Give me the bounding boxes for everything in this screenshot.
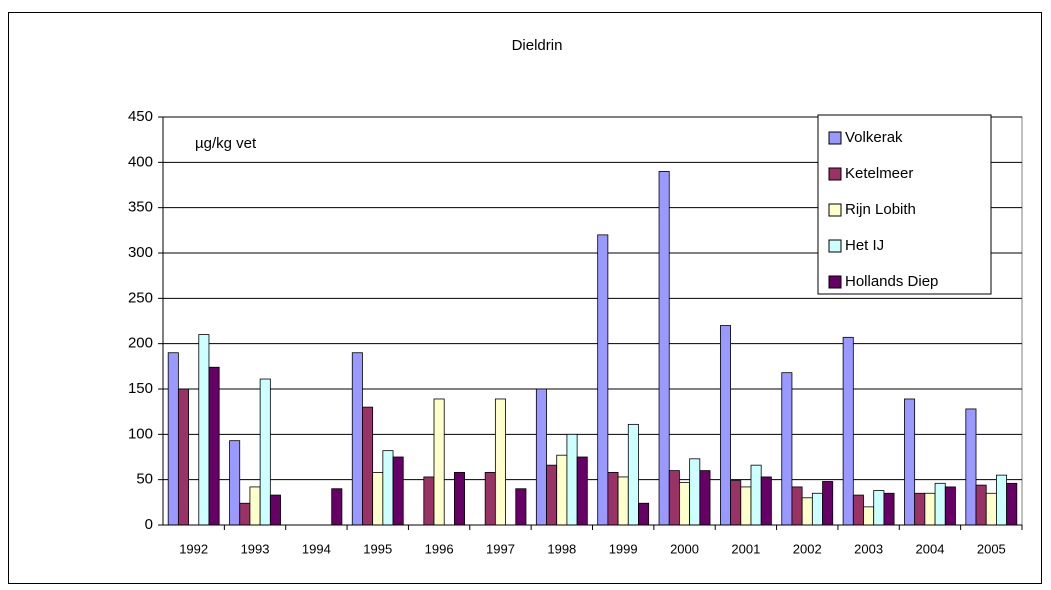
x-tick-label: 1998 <box>547 541 576 556</box>
x-tick-label: 2001 <box>731 541 760 556</box>
y-tick-label: 200 <box>128 335 153 352</box>
bar <box>423 476 435 526</box>
legend-label: Ketelmeer <box>845 165 913 182</box>
bar <box>249 486 261 526</box>
bar <box>822 481 834 526</box>
legend-swatch <box>828 131 842 145</box>
bar <box>546 464 558 526</box>
x-tick-label: 1996 <box>425 541 454 556</box>
bar <box>638 502 650 526</box>
bar <box>362 406 374 526</box>
legend-label: Hollands Diep <box>845 273 938 290</box>
bar <box>617 476 629 526</box>
y-tick-label: 100 <box>128 425 153 442</box>
x-tick-label: 1995 <box>363 541 392 556</box>
x-tick-label: 1994 <box>302 541 331 556</box>
bar <box>985 492 997 526</box>
bar <box>975 484 987 526</box>
bar <box>914 492 926 526</box>
legend-swatch <box>828 275 842 289</box>
x-tick-label: 2000 <box>670 541 699 556</box>
x-tick-label: 1993 <box>241 541 270 556</box>
bar <box>699 470 711 526</box>
x-tick-label: 2004 <box>916 541 945 556</box>
y-tick-label: 450 <box>128 108 153 125</box>
legend-label: Rijn Lobith <box>845 201 916 218</box>
bar <box>791 486 803 526</box>
bar <box>167 352 179 526</box>
bar <box>719 325 731 526</box>
bar <box>740 486 752 526</box>
bar <box>811 492 823 526</box>
bar <box>535 388 547 526</box>
y-tick-label: 400 <box>128 153 153 170</box>
y-tick-label: 50 <box>136 471 153 488</box>
bar <box>198 334 210 526</box>
bar <box>760 476 772 526</box>
bar <box>679 481 691 526</box>
bar <box>177 388 189 526</box>
y-tick-label: 0 <box>145 516 153 533</box>
bar <box>944 486 956 526</box>
bar <box>781 372 793 526</box>
bar <box>229 440 241 526</box>
bar <box>730 480 742 526</box>
bar <box>392 456 404 526</box>
x-tick-label: 2005 <box>977 541 1006 556</box>
bar <box>658 170 670 526</box>
bar <box>556 454 568 526</box>
legend-label: Volkerak <box>845 129 903 146</box>
x-tick-label: 1997 <box>486 541 515 556</box>
bar <box>689 458 701 526</box>
bar <box>597 234 609 526</box>
bar <box>668 470 680 526</box>
bar <box>515 488 527 526</box>
bar <box>750 464 762 526</box>
x-tick-label: 2002 <box>793 541 822 556</box>
legend-swatch <box>828 239 842 253</box>
chart-title: Dieldrin <box>512 37 563 54</box>
bar <box>382 450 394 526</box>
bar <box>494 398 506 526</box>
bar <box>996 474 1008 526</box>
bar <box>259 378 271 526</box>
bar <box>331 488 343 526</box>
x-tick-label: 1992 <box>179 541 208 556</box>
bar <box>934 482 946 526</box>
bar <box>454 472 466 526</box>
legend-swatch <box>828 167 842 181</box>
bar <box>607 472 619 526</box>
bar <box>924 492 936 526</box>
y-tick-label: 250 <box>128 289 153 306</box>
bar <box>269 494 281 526</box>
bar <box>576 456 588 526</box>
bar <box>904 398 916 526</box>
bar <box>239 502 251 526</box>
y-tick-label: 300 <box>128 244 153 261</box>
legend-box <box>817 114 992 295</box>
bar <box>351 352 363 526</box>
annotation: µg/kg vet <box>195 135 257 152</box>
y-tick-label: 350 <box>128 199 153 216</box>
legend-label: Het IJ <box>845 237 884 254</box>
bar <box>433 398 445 526</box>
bar <box>873 490 885 526</box>
bar <box>484 472 496 526</box>
bar <box>208 366 220 526</box>
bar <box>842 336 854 526</box>
bar <box>627 423 639 526</box>
bar <box>883 492 895 526</box>
x-tick-label: 1999 <box>609 541 638 556</box>
legend-swatch <box>828 203 842 217</box>
bar <box>965 408 977 526</box>
bar <box>1006 482 1018 526</box>
bar <box>852 494 864 526</box>
bar <box>801 497 813 526</box>
y-tick-label: 150 <box>128 380 153 397</box>
bar <box>566 433 578 526</box>
x-tick-label: 2003 <box>854 541 883 556</box>
bar <box>863 506 875 526</box>
bar <box>372 472 384 526</box>
